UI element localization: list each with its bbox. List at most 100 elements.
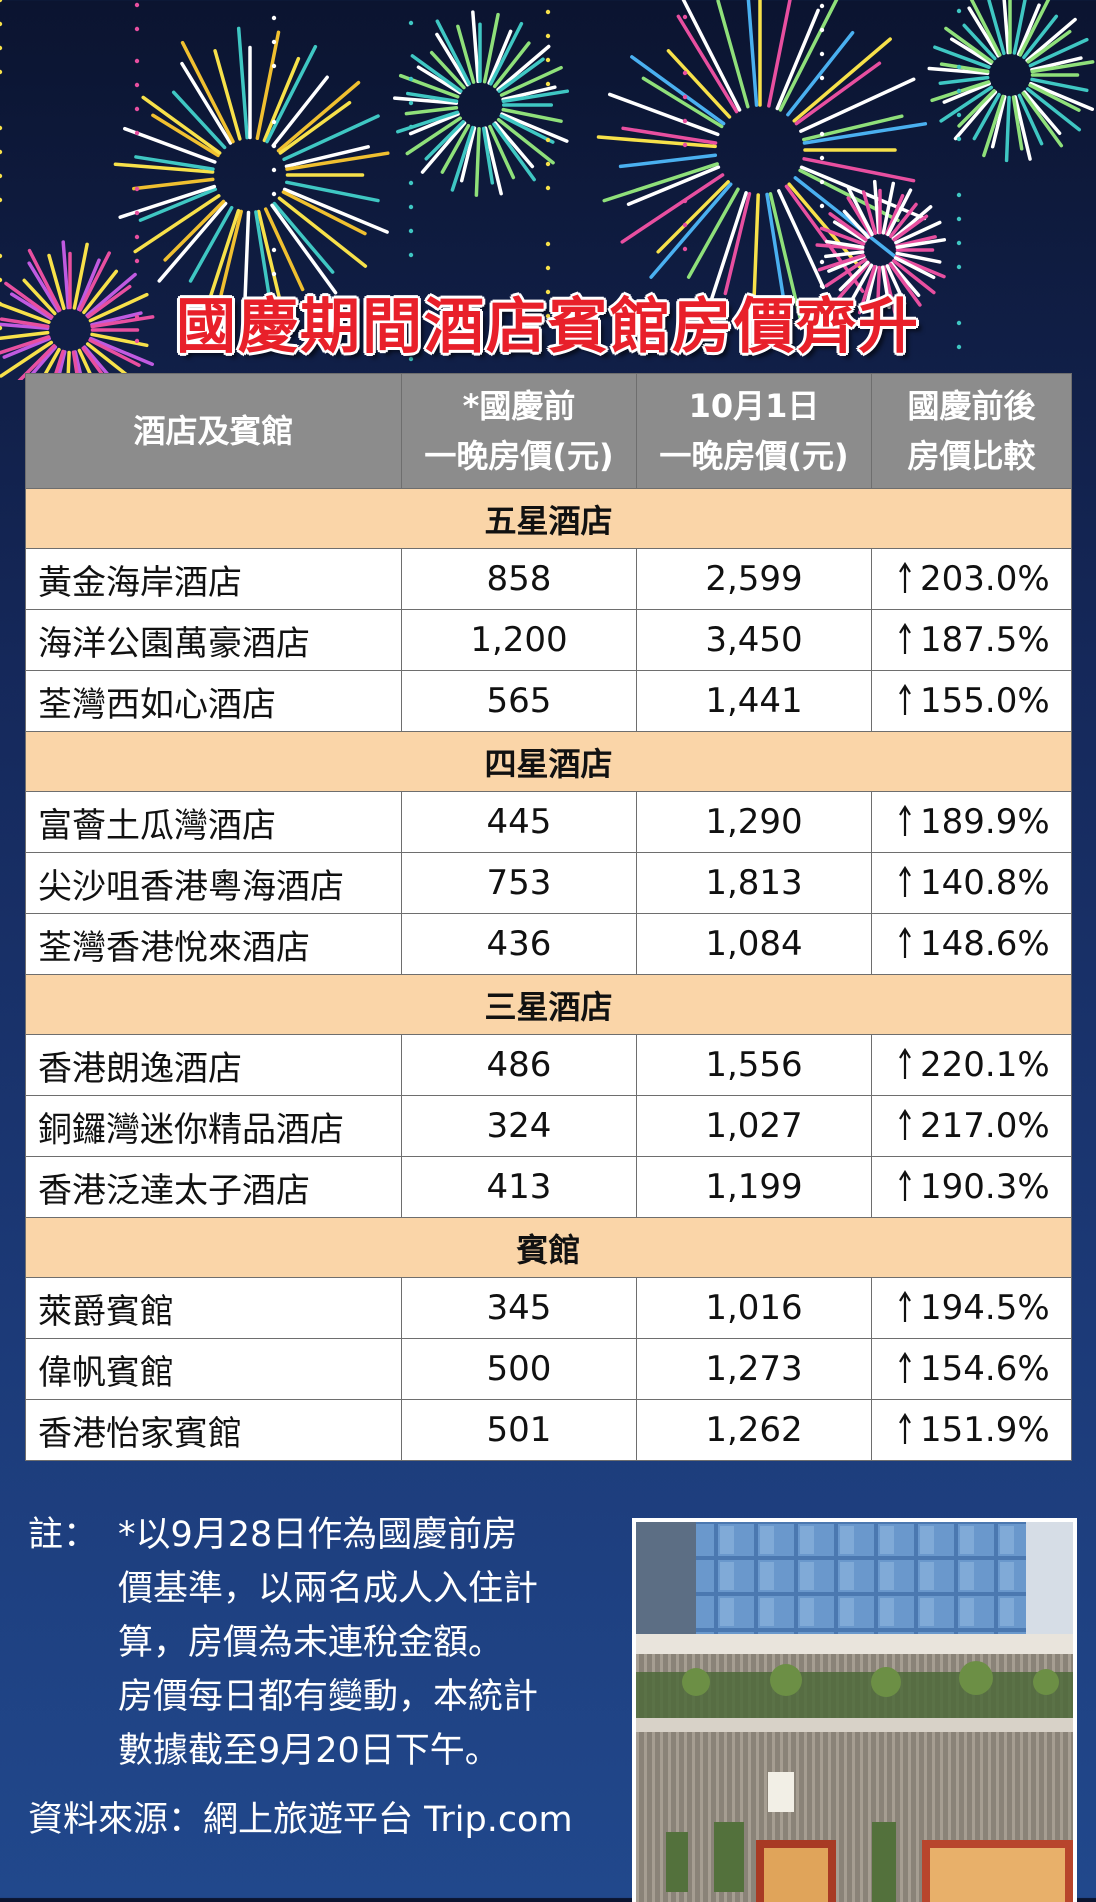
hotel-name: 銅鑼灣迷你精品酒店: [25, 1095, 402, 1157]
table-row: 荃灣香港悅來酒店 436 1,084 148.6%: [25, 913, 1072, 975]
table-row: 黃金海岸酒店 858 2,599 203.0%: [25, 548, 1072, 610]
page-title: 國慶期間酒店賓館房價齊升: [176, 292, 920, 362]
up-arrow-icon: [899, 866, 911, 897]
up-arrow-icon: [899, 1352, 911, 1383]
table-row: 偉帆賓館 500 1,273 154.6%: [25, 1338, 1072, 1400]
header-hotel: 酒店及賓館: [25, 373, 402, 489]
hotel-name: 香港朗逸酒店: [25, 1034, 402, 1096]
oct1-price: 1,813: [636, 852, 872, 914]
hotel-name: 萊爵賓館: [25, 1277, 402, 1339]
note-line: 房價每日都有變動，本統計: [118, 1677, 539, 1717]
note-line: *以9月28日作為國慶前房: [118, 1515, 518, 1555]
table-row: 荃灣西如心酒店 565 1,441 155.0%: [25, 670, 1072, 732]
before-price: 501: [401, 1399, 637, 1461]
price-change-value: 187.5%: [920, 620, 1050, 660]
price-change: 189.9%: [871, 791, 1072, 853]
fireworks-background: [0, 0, 1095, 380]
oct1-price: 1,262: [636, 1399, 872, 1461]
before-price: 565: [401, 670, 637, 732]
oct1-price: 3,450: [636, 609, 872, 671]
category-row: 四星酒店: [25, 731, 1072, 792]
table-row: 香港朗逸酒店 486 1,556 220.1%: [25, 1034, 1072, 1096]
price-change-value: 154.6%: [920, 1349, 1050, 1389]
before-price: 345: [401, 1277, 637, 1339]
price-change-value: 189.9%: [920, 802, 1050, 842]
before-price: 1,200: [401, 609, 637, 671]
before-price: 324: [401, 1095, 637, 1157]
before-price: 858: [401, 548, 637, 610]
oct1-price: 2,599: [636, 548, 872, 610]
hotel-name: 尖沙咀香港粵海酒店: [25, 852, 402, 914]
notes: 註： *以9月28日作為國慶前房 價基準，以兩名成人入住計 算，房價為未連稅金額…: [28, 1508, 608, 1778]
price-change-value: 220.1%: [920, 1045, 1050, 1085]
hotel-building-photo: [632, 1518, 1077, 1902]
data-source: 資料來源：網上旅遊平台 Trip.com: [28, 1800, 573, 1840]
table-header-row: 酒店及賓館 *國慶前 一晚房價(元) 10月1日 一晚房價(元) 國慶前後 房價比較: [25, 373, 1072, 489]
category-label: 五星酒店: [25, 488, 1072, 549]
category-label: 四星酒店: [25, 731, 1072, 792]
oct1-price: 1,290: [636, 791, 872, 853]
header-oct1-price: 10月1日 一晚房價(元): [636, 373, 872, 489]
notes-label: 註：: [28, 1515, 99, 1555]
price-change: 140.8%: [871, 852, 1072, 914]
header-before-price: *國慶前 一晚房價(元): [401, 373, 637, 489]
up-arrow-icon: [899, 805, 911, 836]
price-change-value: 190.3%: [920, 1167, 1050, 1207]
hotel-name: 香港怡家賓館: [25, 1399, 402, 1461]
price-change-value: 140.8%: [920, 863, 1050, 903]
up-arrow-icon: [899, 1048, 911, 1079]
note-line: 算，房價為未連稅金額。: [118, 1623, 504, 1663]
category-label: 賓館: [25, 1217, 1072, 1278]
hotel-name: 偉帆賓館: [25, 1338, 402, 1400]
price-change: 187.5%: [871, 609, 1072, 671]
category-label: 三星酒店: [25, 974, 1072, 1035]
up-arrow-icon: [899, 684, 911, 715]
oct1-price: 1,084: [636, 913, 872, 975]
header-comparison: 國慶前後 房價比較: [871, 373, 1072, 489]
table-row: 香港怡家賓館 501 1,262 151.9%: [25, 1399, 1072, 1461]
up-arrow-icon: [899, 562, 911, 593]
hotel-rates-table: 酒店及賓館 *國慶前 一晚房價(元) 10月1日 一晚房價(元) 國慶前後 房價比較 …: [25, 373, 1072, 1461]
up-arrow-icon: [899, 1413, 911, 1444]
table-row: 富薈土瓜灣酒店 445 1,290 189.9%: [25, 791, 1072, 853]
oct1-price: 1,199: [636, 1156, 872, 1218]
category-row: 三星酒店: [25, 974, 1072, 1035]
table-body: 五星酒店 黃金海岸酒店 858 2,599 203.0% 海洋公園萬豪酒店 1,200 3,4…: [25, 488, 1072, 1461]
hotel-name: 富薈土瓜灣酒店: [25, 791, 402, 853]
price-change-value: 148.6%: [920, 924, 1050, 964]
hotel-name: 荃灣香港悅來酒店: [25, 913, 402, 975]
category-row: 賓館: [25, 1217, 1072, 1278]
price-change-value: 151.9%: [920, 1410, 1050, 1450]
up-arrow-icon: [899, 1291, 911, 1322]
table-row: 香港泛達太子酒店 413 1,199 190.3%: [25, 1156, 1072, 1218]
before-price: 436: [401, 913, 637, 975]
hotel-name: 香港泛達太子酒店: [25, 1156, 402, 1218]
oct1-price: 1,027: [636, 1095, 872, 1157]
table-row: 銅鑼灣迷你精品酒店 324 1,027 217.0%: [25, 1095, 1072, 1157]
hotel-name: 黃金海岸酒店: [25, 548, 402, 610]
before-price: 500: [401, 1338, 637, 1400]
price-change: 220.1%: [871, 1034, 1072, 1096]
price-change: 151.9%: [871, 1399, 1072, 1461]
table-row: 尖沙咀香港粵海酒店 753 1,813 140.8%: [25, 852, 1072, 914]
before-price: 486: [401, 1034, 637, 1096]
oct1-price: 1,441: [636, 670, 872, 732]
oct1-price: 1,016: [636, 1277, 872, 1339]
price-change: 203.0%: [871, 548, 1072, 610]
up-arrow-icon: [899, 1109, 911, 1140]
price-change: 155.0%: [871, 670, 1072, 732]
price-change: 148.6%: [871, 913, 1072, 975]
hotel-name: 海洋公園萬豪酒店: [25, 609, 402, 671]
price-change-value: 155.0%: [920, 681, 1050, 721]
price-change: 217.0%: [871, 1095, 1072, 1157]
up-arrow-icon: [899, 1170, 911, 1201]
up-arrow-icon: [899, 927, 911, 958]
table-row: 海洋公園萬豪酒店 1,200 3,450 187.5%: [25, 609, 1072, 671]
category-row: 五星酒店: [25, 488, 1072, 549]
price-change-value: 194.5%: [920, 1288, 1050, 1328]
note-line: 數據截至9月20日下午。: [118, 1731, 500, 1771]
price-change-value: 203.0%: [920, 559, 1050, 599]
before-price: 445: [401, 791, 637, 853]
price-change: 194.5%: [871, 1277, 1072, 1339]
hotel-name: 荃灣西如心酒店: [25, 670, 402, 732]
